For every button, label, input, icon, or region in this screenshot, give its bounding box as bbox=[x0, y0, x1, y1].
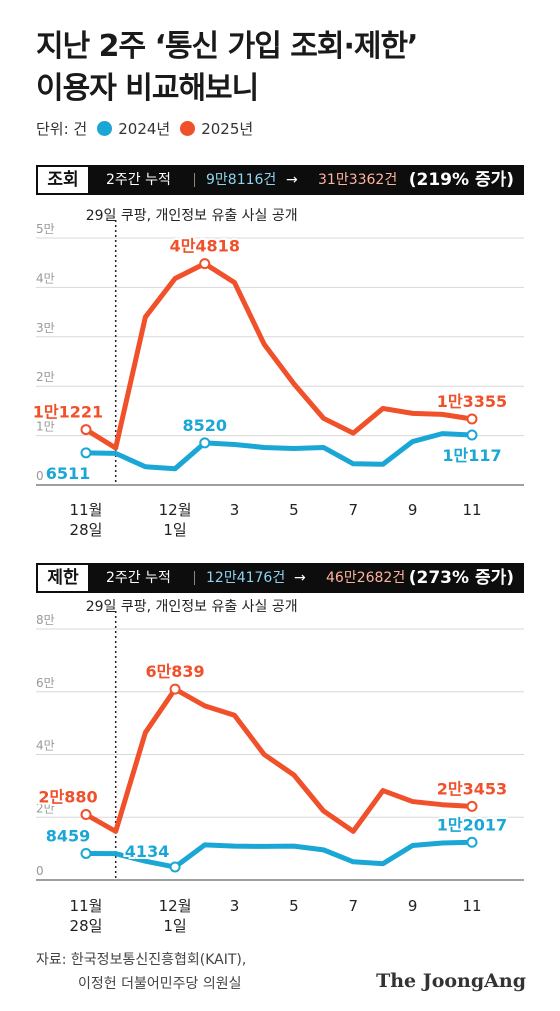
data-point-marker bbox=[199, 258, 211, 270]
data-point-marker bbox=[199, 437, 211, 449]
data-point-marker bbox=[169, 861, 181, 873]
x-tick-label: 7 bbox=[348, 501, 358, 519]
series-line-2025년 bbox=[83, 686, 475, 834]
chart-inquiry: 0 1만 2만 3만 4만 5만 11월 28일 12월 1일 3 5 7 9 11 29일 쿠팡, 개인정보… bbox=[31, 208, 524, 539]
panel-tag-2: 제한 bbox=[36, 563, 90, 593]
legend: 단위: 건 2024년 2025년 bbox=[36, 118, 253, 139]
data-label: 6511 bbox=[46, 464, 91, 483]
x-tick-label: 11월 bbox=[70, 501, 103, 519]
value-2024-1: 9만8116건 bbox=[206, 172, 277, 188]
legend-2025-swatch bbox=[180, 121, 196, 136]
legend-2024-label: 2024년 bbox=[118, 120, 171, 138]
cumulative-label-2: 2주간 누적 bbox=[106, 570, 171, 586]
increase-1: (219% 증가) bbox=[408, 170, 514, 190]
y-tick-label: 2만 bbox=[36, 801, 55, 815]
divider-2 bbox=[194, 571, 195, 585]
y-tick-label: 2만 bbox=[36, 370, 55, 384]
series-line-2024년 bbox=[83, 839, 475, 870]
event-annotation: 29일 쿠팡, 개인정보 유출 사실 공개 bbox=[86, 599, 298, 615]
page-title: 지난 2주 ‘통신 가입 조회·제한’ 이용자 비교해보니 bbox=[36, 26, 418, 110]
x-tick-label: 11 bbox=[462, 897, 481, 915]
y-tick-label: 3만 bbox=[36, 321, 55, 335]
value-2025-2: 46만2682건 bbox=[326, 570, 406, 586]
x-tick-label: 11 bbox=[462, 501, 481, 519]
x-tick-label: 11월 bbox=[70, 897, 103, 915]
y-tick-label: 5만 bbox=[36, 222, 55, 236]
x-tick-label: 1일 bbox=[163, 521, 186, 539]
x-tick-label: 5 bbox=[289, 501, 299, 519]
data-point-marker bbox=[466, 413, 478, 425]
chart-restriction: 0 2만 4만 6만 8만 11월 28일 12월 1일 3 5 7 9 11 29일 쿠팡, 개인정보 유… bbox=[36, 599, 524, 935]
x-tick-label: 9 bbox=[408, 897, 418, 915]
y-tick-label: 4만 bbox=[36, 739, 55, 753]
data-label: 6만839 bbox=[145, 662, 204, 681]
data-label: 1만2017 bbox=[437, 815, 507, 834]
data-point-marker bbox=[80, 447, 92, 459]
data-label: 4만4818 bbox=[170, 237, 240, 256]
source-line-1: 자료: 한국정보통신진흥협회(KAIT), bbox=[36, 952, 247, 968]
data-label: 2만880 bbox=[38, 787, 97, 806]
divider-1 bbox=[194, 173, 195, 187]
y-tick-label: 0 bbox=[36, 864, 44, 878]
title-line-1: 지난 2주 ‘통신 가입 조회·제한’ bbox=[36, 29, 418, 64]
x-tick-label: 9 bbox=[408, 501, 418, 519]
legend-2025-label: 2025년 bbox=[201, 120, 254, 138]
y-tick-label: 8만 bbox=[36, 613, 55, 627]
data-point-marker bbox=[169, 683, 181, 695]
event-annotation: 29일 쿠팡, 개인정보 유출 사실 공개 bbox=[86, 208, 298, 224]
series-line-2024년 bbox=[83, 431, 475, 472]
data-label: 4134 bbox=[125, 842, 170, 861]
data-label: 2만3453 bbox=[437, 779, 507, 798]
unit-label: 단위: 건 bbox=[36, 120, 88, 138]
y-tick-label: 0 bbox=[36, 469, 44, 483]
data-point-marker bbox=[80, 424, 92, 436]
cumulative-label-1: 2주간 누적 bbox=[106, 172, 171, 188]
y-tick-label: 4만 bbox=[36, 271, 55, 285]
legend-2024-swatch bbox=[97, 121, 113, 136]
increase-2: (273% 증가) bbox=[408, 568, 514, 588]
data-label: 1만3355 bbox=[437, 392, 507, 411]
panel-tag-1: 조회 bbox=[36, 165, 90, 195]
data-point-marker bbox=[80, 847, 92, 859]
x-tick-label: 12월 bbox=[159, 897, 192, 915]
data-label: 8459 bbox=[46, 826, 91, 845]
value-2025-1: 31만3362건 bbox=[318, 172, 398, 188]
x-tick-label: 12월 bbox=[159, 501, 192, 519]
x-tick-label: 28일 bbox=[70, 521, 103, 539]
x-tick-label: 1일 bbox=[163, 917, 186, 935]
y-tick-label: 6만 bbox=[36, 676, 55, 690]
arrow-icon-1: → bbox=[286, 172, 298, 188]
x-tick-label: 28일 bbox=[70, 917, 103, 935]
series-line-2025년 bbox=[83, 261, 475, 451]
joongang-logo: The JoongAng bbox=[376, 970, 526, 992]
panel-header-1: 조회 2주간 누적 9만8116건 → 31만3362건 (219% 증가) bbox=[36, 165, 524, 195]
value-2024-2: 12만4176건 bbox=[206, 570, 286, 586]
x-tick-label: 3 bbox=[230, 897, 240, 915]
source-note: 자료: 한국정보통신진흥협회(KAIT), 이정헌 더불어민주당 의원실 bbox=[36, 948, 246, 996]
y-tick-label: 1만 bbox=[36, 420, 55, 434]
x-tick-label: 7 bbox=[348, 897, 358, 915]
data-label: 1만117 bbox=[442, 446, 501, 465]
source-line-2: 이정헌 더불어민주당 의원실 bbox=[78, 976, 242, 992]
data-label: 1만1221 bbox=[33, 403, 103, 422]
data-label: 8520 bbox=[183, 416, 228, 435]
data-point-marker bbox=[466, 800, 478, 812]
x-tick-label: 5 bbox=[289, 897, 299, 915]
x-tick-label: 3 bbox=[230, 501, 240, 519]
title-line-2: 이용자 비교해보니 bbox=[36, 71, 259, 106]
arrow-icon-2: → bbox=[294, 570, 306, 586]
data-point-marker bbox=[466, 429, 478, 441]
data-point-marker bbox=[80, 808, 92, 820]
data-point-marker bbox=[466, 836, 478, 848]
panel-header-2: 제한 2주간 누적 12만4176건 → 46만2682건 (273% 증가) bbox=[36, 563, 524, 593]
